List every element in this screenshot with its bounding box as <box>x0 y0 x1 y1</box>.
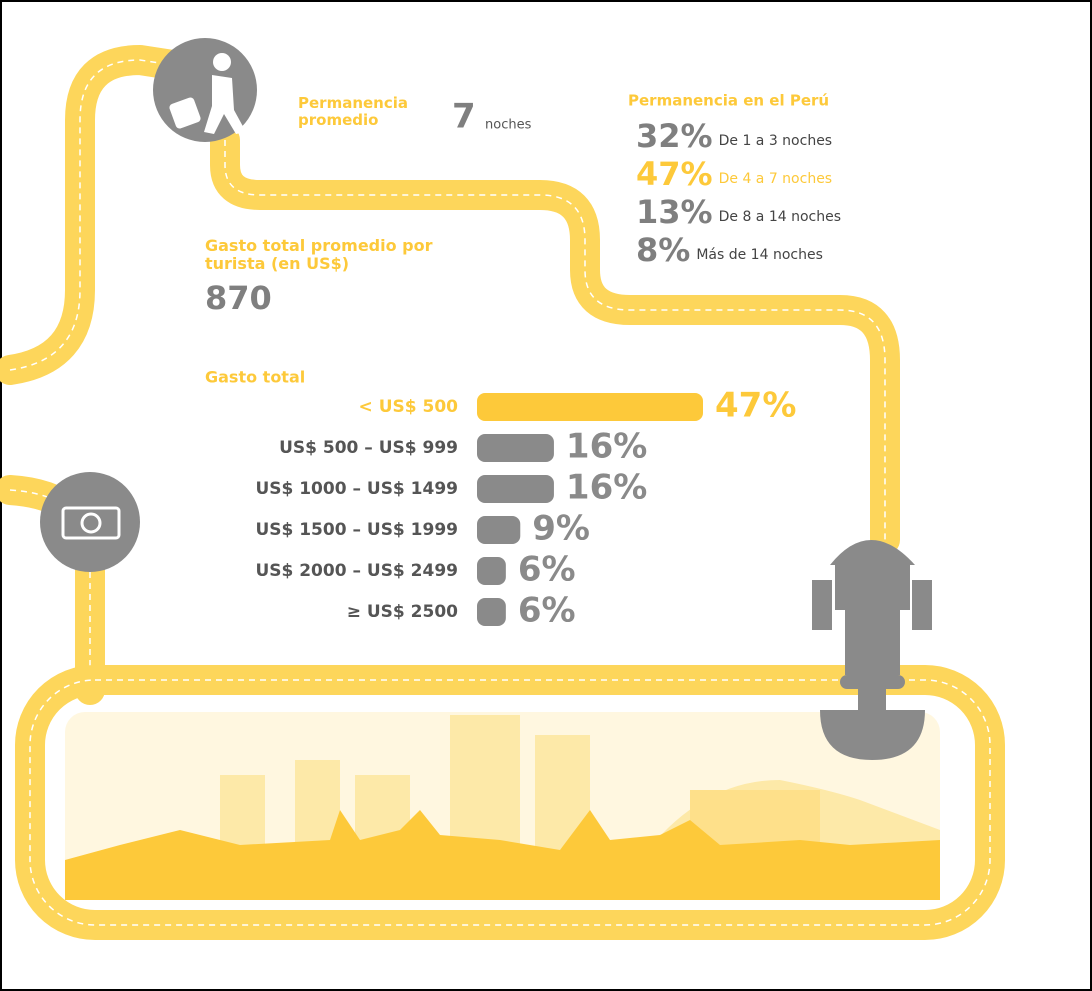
stay-label: De 8 a 14 noches <box>719 209 841 225</box>
category-label: ≥ US$ 2500 <box>347 602 458 622</box>
bar <box>477 434 554 462</box>
stay-average-value: 7 <box>452 97 476 137</box>
value-label: 16% <box>566 427 647 467</box>
stay-percent: 8% <box>636 231 690 269</box>
value-label: 9% <box>532 509 590 549</box>
bar <box>477 516 520 544</box>
stay-percent: 13% <box>636 193 713 231</box>
bar <box>477 393 703 421</box>
bar <box>477 598 506 626</box>
stay-percent: 47% <box>636 155 713 193</box>
stay-percent: 32% <box>636 117 713 155</box>
stay-label: Más de 14 noches <box>696 247 823 263</box>
infographic: Permanenciapromedio 7 noches Permanencia… <box>0 0 1092 991</box>
stay-distribution-title: Permanencia en el Perú <box>628 92 829 110</box>
value-label: 47% <box>715 386 796 426</box>
bar <box>477 475 554 503</box>
category-label: US$ 1000 – US$ 1499 <box>255 479 458 499</box>
stay-label: De 4 a 7 noches <box>719 171 833 187</box>
category-label: US$ 2000 – US$ 2499 <box>255 561 458 581</box>
value-label: 6% <box>518 591 576 631</box>
value-label: 16% <box>566 468 647 508</box>
category-label: < US$ 500 <box>359 397 459 417</box>
skyline <box>65 712 940 900</box>
stay-average-unit: noches <box>485 118 532 133</box>
bar <box>477 557 506 585</box>
stay-label: De 1 a 3 noches <box>719 133 833 149</box>
traveler-icon <box>153 38 257 142</box>
value-label: 6% <box>518 550 576 590</box>
chart-title: Gasto total <box>205 368 305 387</box>
money-icon <box>40 472 140 572</box>
spend-average-value: 870 <box>205 279 272 317</box>
category-label: US$ 500 – US$ 999 <box>279 438 458 458</box>
category-label: US$ 1500 – US$ 1999 <box>255 520 458 540</box>
